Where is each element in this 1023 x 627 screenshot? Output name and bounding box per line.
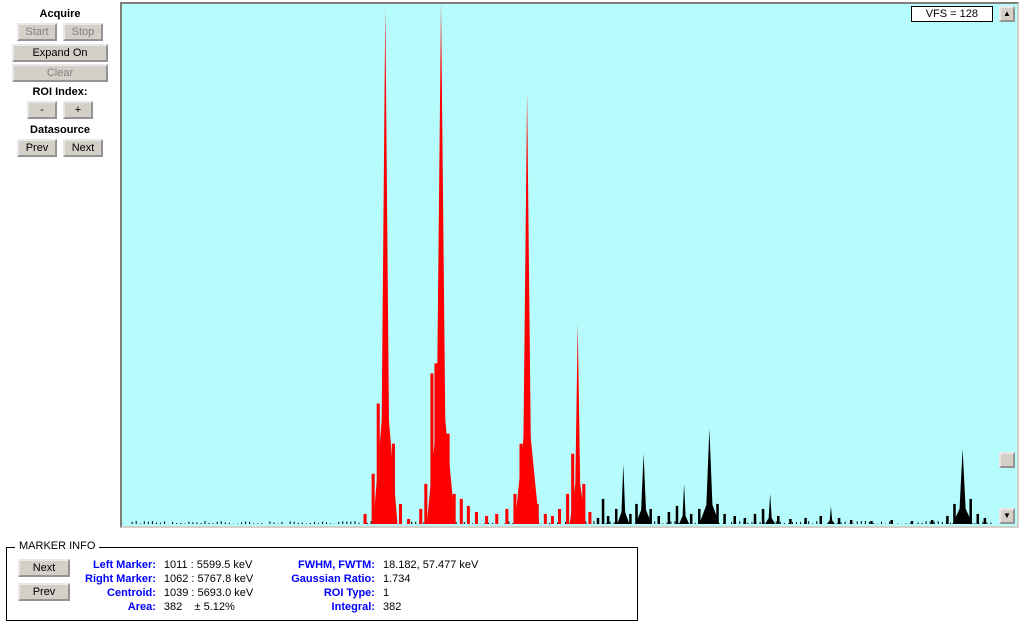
- roi-index-label: ROI Index:: [6, 86, 114, 98]
- right-marker-value: 1062 : 5767.8 keV: [160, 572, 257, 586]
- start-button[interactable]: Start: [17, 23, 57, 41]
- gaussian-ratio-label: Gaussian Ratio:: [287, 572, 379, 586]
- left-marker-label: Left Marker:: [81, 558, 160, 572]
- control-sidebar: Acquire Start Stop Expand On Clear ROI I…: [0, 0, 120, 530]
- vfs-indicator: VFS = 128: [911, 6, 993, 22]
- marker-prev-button[interactable]: Prev: [18, 583, 70, 601]
- roi-type-label: ROI Type:: [287, 586, 379, 600]
- marker-info-panel: MARKER INFO Next Prev Left Marker: 1011 …: [6, 547, 638, 621]
- right-marker-label: Right Marker:: [81, 572, 160, 586]
- centroid-label: Centroid:: [81, 586, 160, 600]
- expand-button[interactable]: Expand On: [12, 44, 108, 62]
- acquire-label: Acquire: [6, 8, 114, 20]
- datasource-prev-button[interactable]: Prev: [17, 139, 57, 157]
- vscroll-down-button[interactable]: ▼: [999, 508, 1015, 524]
- datasource-next-button[interactable]: Next: [63, 139, 103, 157]
- integral-label: Integral:: [287, 600, 379, 614]
- roi-minus-button[interactable]: -: [27, 101, 57, 119]
- area-label: Area:: [81, 600, 160, 614]
- marker-table-left: Left Marker: 1011 : 5599.5 keV Right Mar…: [81, 558, 257, 614]
- datasource-label: Datasource: [6, 124, 114, 136]
- left-marker-value: 1011 : 5599.5 keV: [160, 558, 257, 572]
- gaussian-ratio-value: 1.734: [379, 572, 482, 586]
- stop-button[interactable]: Stop: [63, 23, 103, 41]
- vscroll-thumb[interactable]: [999, 452, 1015, 468]
- marker-info-label: MARKER INFO: [15, 540, 99, 552]
- integral-value: 382: [379, 600, 482, 614]
- clear-button[interactable]: Clear: [12, 64, 108, 82]
- roi-plus-button[interactable]: +: [63, 101, 93, 119]
- centroid-value: 1039 : 5693.0 keV: [160, 586, 257, 600]
- marker-next-button[interactable]: Next: [18, 559, 70, 577]
- vscroll-up-button[interactable]: ▲: [999, 6, 1015, 22]
- spectrum-chart: [122, 4, 995, 526]
- area-value: 382 ± 5.12%: [160, 600, 257, 614]
- marker-table-right: FWHM, FWTM: 18.182, 57.477 keV Gaussian …: [287, 558, 482, 614]
- roi-type-value: 1: [379, 586, 482, 600]
- spectrum-display[interactable]: VFS = 128 ▲ ▼: [120, 2, 1019, 528]
- fwhm-value: 18.182, 57.477 keV: [379, 558, 482, 572]
- fwhm-label: FWHM, FWTM:: [287, 558, 379, 572]
